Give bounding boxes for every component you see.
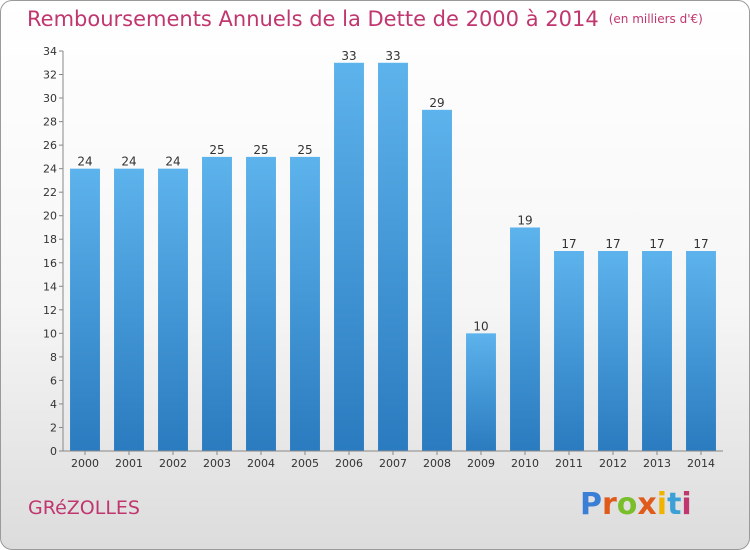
data-label-2010: 19 [517,213,532,227]
y-tick-label: 34 [43,45,57,58]
data-label-2004: 25 [253,143,268,157]
x-tick-label-2002: 2002 [159,457,187,470]
proxiti-letter: t [667,487,682,522]
bar-2001 [114,168,144,451]
proxiti-letter: o [616,487,638,522]
y-tick-label: 20 [43,210,57,223]
data-label-2008: 29 [429,96,444,110]
y-tick-label: 32 [43,69,57,82]
y-tick-label: 10 [43,327,57,340]
y-tick-label: 26 [43,139,57,152]
bar-2012 [598,251,628,451]
y-tick-label: 30 [43,92,57,105]
chart-title: Remboursements Annuels de la Dette de 20… [27,7,703,31]
data-label-2012: 17 [605,237,620,251]
bar-2005 [290,156,320,451]
x-tick-label-2011: 2011 [555,457,583,470]
y-tick-label: 2 [50,421,57,434]
x-tick-label-2005: 2005 [291,457,319,470]
bar-2007 [378,62,408,451]
bar-2011 [554,251,584,451]
x-tick-label-2006: 2006 [335,457,363,470]
bar-2002 [158,168,188,451]
x-tick-label-2008: 2008 [423,457,451,470]
commune-name: GRéZOLLES [28,497,140,519]
x-axis: 2000 2001 2002 2003 2004 2005 2006 2007 2008 2009… [63,450,723,470]
data-label-2003: 25 [209,143,224,157]
data-label-2013: 17 [649,237,664,251]
chart-title-text: Remboursements Annuels de la Dette de 20… [27,7,599,31]
proxiti-letter: P [580,487,602,522]
x-tick-label-2013: 2013 [643,457,671,470]
y-tick-label: 12 [43,304,57,317]
proxiti-letter: i [656,487,668,522]
x-tick-label-2009: 2009 [467,457,495,470]
proxiti-letter: x [637,487,657,522]
data-label-2014: 17 [693,237,708,251]
proxiti-logo: Proxiti [580,487,692,522]
bar-2008 [422,109,452,451]
proxiti-letter: r [602,487,617,522]
bar-2003 [202,156,232,451]
x-tick-label-2000: 2000 [71,457,99,470]
y-tick-label: 22 [43,186,57,199]
bar-2004 [246,156,276,451]
data-label-2002: 24 [165,155,180,169]
bar-2009 [466,333,496,451]
data-label-2006: 33 [341,49,356,63]
x-tick-label-2007: 2007 [379,457,407,470]
y-tick-label: 4 [50,398,57,411]
bar-2013 [642,251,672,451]
x-tick-label-2004: 2004 [247,457,275,470]
y-tick-label: 6 [50,374,57,387]
bar-2006 [334,62,364,451]
y-tick-label: 0 [50,445,57,458]
x-tick-label-2010: 2010 [511,457,539,470]
data-label-2007: 33 [385,49,400,63]
data-label-2009: 10 [473,319,488,333]
bar-2010 [510,227,540,451]
x-tick-label-2012: 2012 [599,457,627,470]
y-tick-label: 16 [43,257,57,270]
data-label-2011: 17 [561,237,576,251]
y-tick-label: 14 [43,280,57,293]
bar-2014 [686,251,716,451]
y-tick-label: 8 [50,351,57,364]
chart-subtitle: (en milliers d'€) [608,12,703,26]
y-tick-label: 28 [43,116,57,129]
x-tick-label-2003: 2003 [203,457,231,470]
data-label-2001: 24 [121,155,136,169]
x-tick-label-2014: 2014 [687,457,715,470]
y-tick-label: 18 [43,233,57,246]
data-label-2000: 24 [77,155,92,169]
x-tick-label-2001: 2001 [115,457,143,470]
proxiti-letter: i [681,487,692,522]
data-label-2005: 25 [297,143,312,157]
bar-2000 [70,168,100,451]
bars: 24 24 24 25 25 25 33 33 29 10 19 17 17 17 17 [70,49,716,451]
y-tick-label: 24 [43,163,57,176]
